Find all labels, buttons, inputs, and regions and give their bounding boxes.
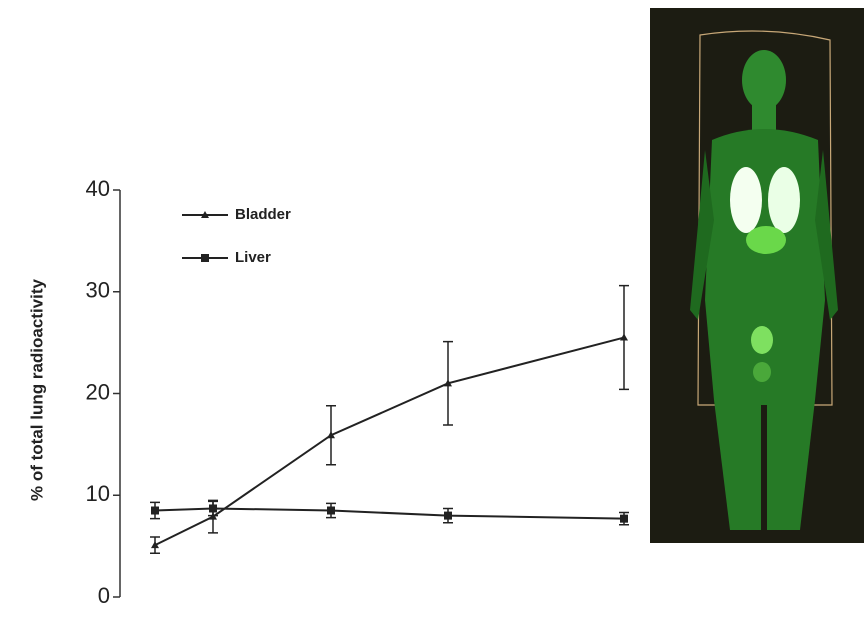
marker	[620, 515, 628, 523]
y-tick-label: 20	[86, 379, 110, 404]
y-tick-label: 30	[86, 278, 110, 303]
marker	[327, 507, 335, 515]
y-tick-label: 40	[86, 176, 110, 201]
y-tick-label: 10	[86, 481, 110, 506]
marker	[151, 507, 159, 515]
scan-image	[650, 8, 864, 543]
marker	[444, 512, 452, 520]
legend-label: Liver	[235, 249, 271, 266]
y-axis-label: % of total lung radioactivity	[27, 278, 46, 501]
y-tick-label: 0	[98, 583, 110, 608]
figure: % of total lung radioactivity 0 10 20 30 40 B…	[0, 0, 864, 637]
marker	[209, 504, 217, 512]
legend-label: Bladder	[235, 206, 291, 223]
marker	[201, 254, 209, 262]
